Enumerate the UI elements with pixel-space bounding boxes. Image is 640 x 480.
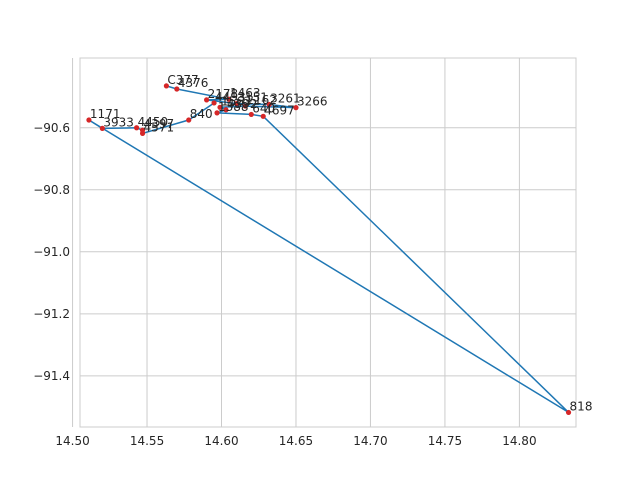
data-point-label: 1463	[230, 86, 261, 100]
y-axis-ticks: −90.6 −90.8 −91.0 −91.2 −91.4	[33, 121, 70, 383]
x-axis-ticks: 14.50 14.55 14.60 14.65 14.70 14.75 14.80	[55, 434, 536, 448]
data-point-label: 3266	[297, 95, 328, 109]
grid-lines	[72, 58, 576, 427]
y-tick-label: −90.8	[33, 183, 70, 197]
axes-frame	[79, 57, 577, 428]
x-tick-label: 14.75	[428, 434, 462, 448]
data-point-marker	[174, 86, 180, 92]
data-point-label: 3933	[103, 115, 134, 129]
data-point-marker	[223, 107, 229, 113]
data-point-label: 2178	[208, 87, 239, 101]
x-tick-label: 14.65	[279, 434, 313, 448]
data-point-marker	[293, 105, 299, 111]
data-point-label: 1171	[90, 107, 121, 121]
data-point-label: 640	[252, 101, 275, 115]
data-point-label: 4697	[264, 103, 295, 117]
data-point-label: 2162	[246, 93, 277, 107]
x-tick-label: 14.55	[130, 434, 164, 448]
data-point-label: 818	[570, 399, 593, 413]
data-point-marker	[260, 113, 266, 119]
x-tick-label: 14.60	[204, 434, 238, 448]
data-point-marker	[211, 100, 217, 106]
data-point-label: 3151	[237, 91, 268, 105]
data-point-label: 4392	[227, 97, 258, 111]
data-point-marker	[186, 117, 192, 123]
data-point-marker	[99, 125, 105, 131]
data-point-label: 3261	[270, 92, 301, 106]
data-point-marker	[248, 111, 254, 118]
data-point-label: 1563	[221, 94, 252, 108]
plot-area: 14.50 14.55 14.60 14.65 14.70 14.75 14.80 −90.…	[33, 57, 593, 448]
y-tick-label: −91.4	[33, 369, 70, 383]
data-point-label: 4376	[178, 76, 209, 90]
data-point-label: 4397	[144, 117, 175, 131]
data-point-marker	[217, 104, 223, 110]
data-point-label: 4571	[144, 120, 175, 134]
data-point-label: 840	[190, 107, 213, 121]
data-point-marker	[233, 100, 239, 107]
data-point-marker	[163, 83, 169, 89]
data-point-marker	[266, 101, 272, 108]
data-point-marker	[204, 97, 210, 103]
y-tick-label: −90.6	[33, 121, 70, 135]
data-point-marker	[242, 103, 248, 109]
data-point-marker	[565, 409, 572, 416]
data-point-label: 4450	[138, 115, 169, 129]
data-point-marker	[139, 130, 146, 136]
data-point-marker	[214, 110, 220, 116]
x-tick-label: 14.70	[353, 434, 387, 448]
data-point-marker	[86, 117, 92, 123]
y-tick-label: −91.0	[33, 245, 70, 259]
data-point-label: C377	[167, 73, 198, 87]
data-point-marker	[134, 125, 140, 131]
x-tick-label: 14.50	[55, 434, 89, 448]
data-point-label: 4493	[215, 90, 246, 104]
data-point-marker	[226, 96, 232, 102]
data-point-label: 1388	[218, 100, 249, 114]
data-markers	[86, 83, 572, 416]
x-tick-label: 14.80	[502, 434, 536, 448]
y-tick-label: −91.2	[33, 307, 70, 321]
